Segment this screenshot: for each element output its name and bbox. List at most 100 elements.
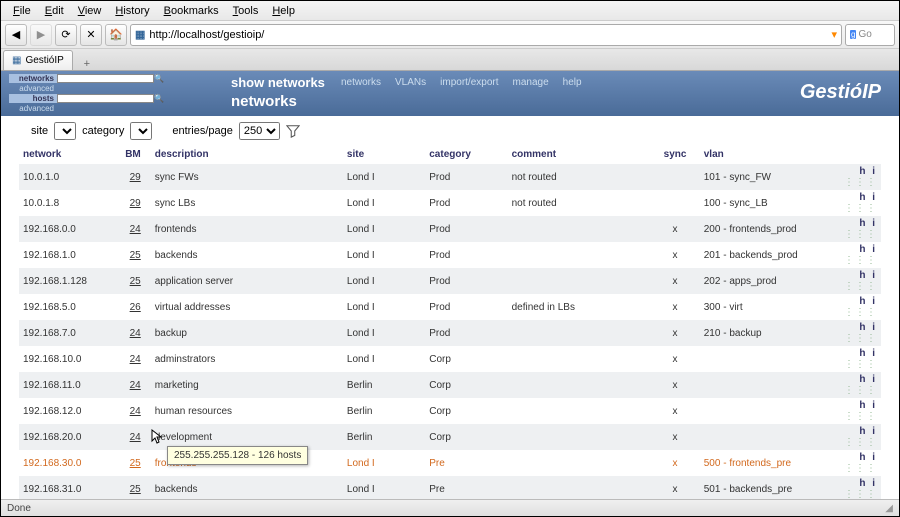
table-row[interactable]: 192.168.7.024backupLond IProdx210 - back… xyxy=(19,320,881,346)
rss-icon[interactable]: ▾ xyxy=(831,28,837,41)
stop-button[interactable]: ✕ xyxy=(80,24,102,46)
more-action[interactable]: ⋮⋮⋮ xyxy=(844,307,877,318)
info-action[interactable]: i xyxy=(870,192,877,203)
menu-tools[interactable]: Tools xyxy=(227,3,265,18)
more-action[interactable]: ⋮⋮⋮ xyxy=(844,437,877,448)
info-action[interactable]: i xyxy=(870,218,877,229)
history-action[interactable]: h xyxy=(857,374,867,385)
table-row[interactable]: 192.168.11.024marketingBerlinCorpxh i ⋮⋮… xyxy=(19,372,881,398)
back-button[interactable]: ◀ xyxy=(5,24,27,46)
category-select[interactable] xyxy=(130,122,152,140)
more-action[interactable]: ⋮⋮⋮ xyxy=(844,333,877,344)
search-placeholder: Go xyxy=(858,29,871,40)
table-row[interactable]: 192.168.5.026virtual addressesLond IProd… xyxy=(19,294,881,320)
entries-select[interactable]: 250 xyxy=(239,122,280,140)
menu-edit[interactable]: Edit xyxy=(39,3,70,18)
nav-networks[interactable]: networks xyxy=(341,77,381,88)
header-nav: networks VLANs import/export manage help xyxy=(341,77,582,88)
table-row[interactable]: 192.168.31.025backendsLond IPrex501 - ba… xyxy=(19,476,881,501)
info-action[interactable]: i xyxy=(870,244,877,255)
more-action[interactable]: ⋮⋮⋮ xyxy=(844,281,877,292)
search-panel: networks 🔍 advancedhosts 🔍 advanced xyxy=(9,73,164,113)
history-action[interactable]: h xyxy=(857,452,867,463)
info-action[interactable]: i xyxy=(870,322,877,333)
history-action[interactable]: h xyxy=(857,348,867,359)
more-action[interactable]: ⋮⋮⋮ xyxy=(844,385,877,396)
history-action[interactable]: h xyxy=(857,270,867,281)
nav-manage[interactable]: manage xyxy=(513,77,549,88)
more-action[interactable]: ⋮⋮⋮ xyxy=(844,463,877,474)
menu-bookmarks[interactable]: Bookmarks xyxy=(158,3,225,18)
panel-input-hosts[interactable] xyxy=(57,94,154,103)
search-icon[interactable]: 🔍 xyxy=(154,74,164,83)
history-action[interactable]: h xyxy=(857,192,867,203)
info-action[interactable]: i xyxy=(870,296,877,307)
history-action[interactable]: h xyxy=(857,166,867,177)
more-action[interactable]: ⋮⋮⋮ xyxy=(844,177,877,188)
resize-grip[interactable]: ◢ xyxy=(885,503,893,514)
col-vlan[interactable]: vlan xyxy=(700,146,821,164)
info-action[interactable]: i xyxy=(870,452,877,463)
home-button[interactable]: 🏠 xyxy=(105,24,127,46)
panel-label-advanced[interactable]: advanced xyxy=(9,84,57,93)
history-action[interactable]: h xyxy=(857,426,867,437)
col-network[interactable]: network xyxy=(19,146,118,164)
table-row[interactable]: 192.168.0.024frontendsLond IProdx200 - f… xyxy=(19,216,881,242)
reload-button[interactable]: ⟳ xyxy=(55,24,77,46)
panel-label-hosts[interactable]: hosts xyxy=(9,94,57,103)
tab-gestioip[interactable]: ▦ GestióIP xyxy=(3,50,73,70)
more-action[interactable]: ⋮⋮⋮ xyxy=(844,255,877,266)
panel-label-networks[interactable]: networks xyxy=(9,74,57,83)
menu-view[interactable]: View xyxy=(72,3,108,18)
search-box[interactable]: g Go xyxy=(845,24,895,46)
new-tab-button[interactable]: + xyxy=(77,58,97,70)
col-category[interactable]: category xyxy=(425,146,507,164)
more-action[interactable]: ⋮⋮⋮ xyxy=(844,359,877,370)
col-description[interactable]: description xyxy=(151,146,343,164)
url-bar[interactable]: ▦ ▾ xyxy=(130,24,842,46)
search-icon[interactable]: 🔍 xyxy=(154,94,164,103)
history-action[interactable]: h xyxy=(857,218,867,229)
nav-vlans[interactable]: VLANs xyxy=(395,77,426,88)
table-row[interactable]: 10.0.1.029sync FWsLond IProdnot routed10… xyxy=(19,164,881,191)
table-row[interactable]: 192.168.30.025frontendsLond IPrex500 - f… xyxy=(19,450,881,476)
nav-import-export[interactable]: import/export xyxy=(440,77,498,88)
info-action[interactable]: i xyxy=(870,400,877,411)
col-sync[interactable]: sync xyxy=(650,146,699,164)
filter-icon[interactable] xyxy=(286,124,300,138)
more-action[interactable]: ⋮⋮⋮ xyxy=(844,229,877,240)
info-action[interactable]: i xyxy=(870,348,877,359)
menu-history[interactable]: History xyxy=(109,3,155,18)
col-site[interactable]: site xyxy=(343,146,425,164)
menu-help[interactable]: Help xyxy=(266,3,301,18)
menu-file[interactable]: File xyxy=(7,3,37,18)
info-action[interactable]: i xyxy=(870,270,877,281)
history-action[interactable]: h xyxy=(857,400,867,411)
info-action[interactable]: i xyxy=(870,426,877,437)
more-action[interactable]: ⋮⋮⋮ xyxy=(844,203,877,214)
col-comment[interactable]: comment xyxy=(508,146,651,164)
info-action[interactable]: i xyxy=(870,374,877,385)
filter-bar: site category entries/page 250 xyxy=(1,116,899,146)
url-input[interactable] xyxy=(149,29,827,41)
table-row[interactable]: 192.168.20.024developmentBerlinCorpxh i … xyxy=(19,424,881,450)
col-bm[interactable]: BM xyxy=(118,146,151,164)
table-row[interactable]: 10.0.1.829sync LBsLond IProdnot routed10… xyxy=(19,190,881,216)
site-select[interactable] xyxy=(54,122,76,140)
table-row[interactable]: 192.168.1.12825application serverLond IP… xyxy=(19,268,881,294)
history-action[interactable]: h xyxy=(857,244,867,255)
more-action[interactable]: ⋮⋮⋮ xyxy=(844,411,877,422)
info-action[interactable]: i xyxy=(870,478,877,489)
history-action[interactable]: h xyxy=(857,478,867,489)
table-row[interactable]: 192.168.1.025backendsLond IProdx201 - ba… xyxy=(19,242,881,268)
table-row[interactable]: 192.168.12.024human resourcesBerlinCorpx… xyxy=(19,398,881,424)
history-action[interactable]: h xyxy=(857,296,867,307)
history-action[interactable]: h xyxy=(857,322,867,333)
forward-button[interactable]: ▶ xyxy=(30,24,52,46)
panel-input-networks[interactable] xyxy=(57,74,154,83)
table-row[interactable]: 192.168.10.024adminstratorsLond ICorpxh … xyxy=(19,346,881,372)
info-action[interactable]: i xyxy=(870,166,877,177)
site-label: site xyxy=(31,125,48,137)
panel-label-advanced[interactable]: advanced xyxy=(9,104,57,113)
nav-help[interactable]: help xyxy=(563,77,582,88)
